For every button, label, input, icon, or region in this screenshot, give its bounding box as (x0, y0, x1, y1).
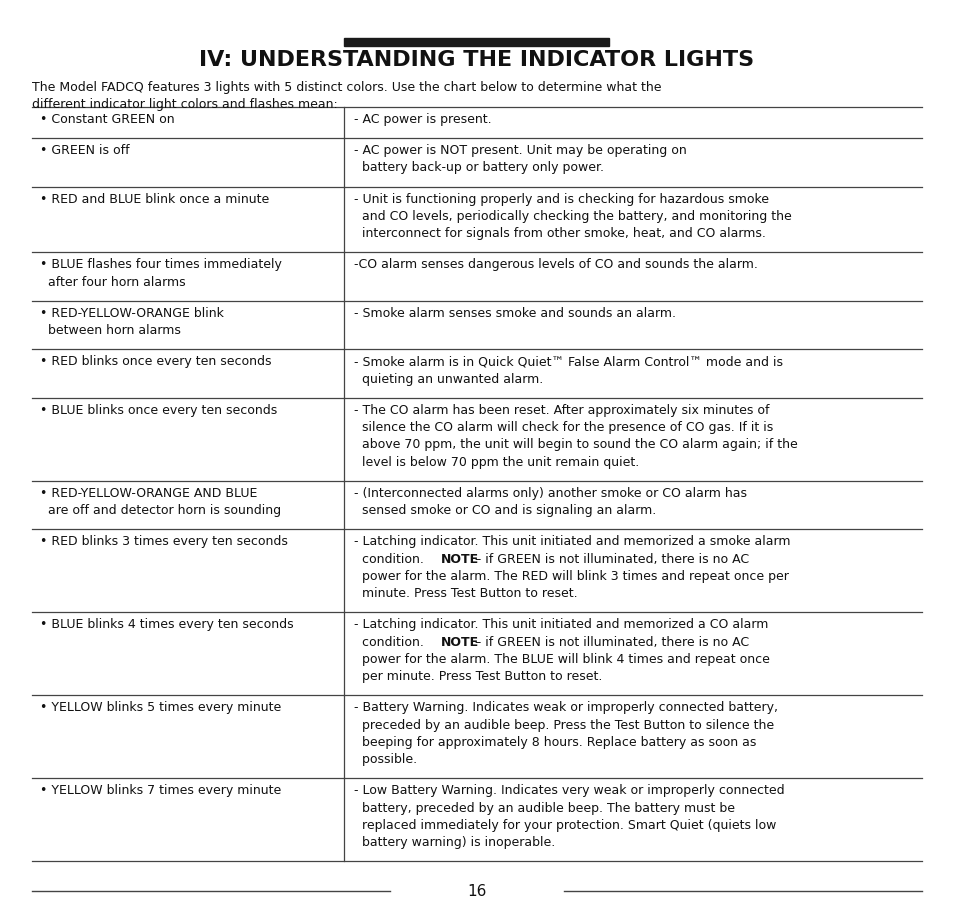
Text: • RED-YELLOW-ORANGE blink: • RED-YELLOW-ORANGE blink (40, 307, 224, 320)
Text: - Latching indicator. This unit initiated and memorized a smoke alarm: - Latching indicator. This unit initiate… (354, 536, 790, 549)
Text: are off and detector horn is sounding: are off and detector horn is sounding (40, 504, 281, 518)
Text: - Smoke alarm senses smoke and sounds an alarm.: - Smoke alarm senses smoke and sounds an… (354, 307, 676, 320)
Text: beeping for approximately 8 hours. Replace battery as soon as: beeping for approximately 8 hours. Repla… (354, 736, 756, 749)
Text: The Model FADCQ features 3 lights with 5 distinct colors. Use the chart below to: The Model FADCQ features 3 lights with 5… (32, 81, 660, 94)
Text: level is below 70 ppm the unit remain quiet.: level is below 70 ppm the unit remain qu… (354, 456, 639, 468)
Text: replaced immediately for your protection. Smart Quiet (quiets low: replaced immediately for your protection… (354, 819, 776, 832)
Text: - Battery Warning. Indicates weak or improperly connected battery,: - Battery Warning. Indicates weak or imp… (354, 701, 778, 715)
Text: per minute. Press Test Button to reset.: per minute. Press Test Button to reset. (354, 670, 601, 683)
Text: power for the alarm. The BLUE will blink 4 times and repeat once: power for the alarm. The BLUE will blink… (354, 653, 769, 666)
Text: minute. Press Test Button to reset.: minute. Press Test Button to reset. (354, 587, 577, 600)
Text: -CO alarm senses dangerous levels of CO and sounds the alarm.: -CO alarm senses dangerous levels of CO … (354, 258, 757, 271)
Text: • BLUE flashes four times immediately: • BLUE flashes four times immediately (40, 258, 281, 271)
Text: quieting an unwanted alarm.: quieting an unwanted alarm. (354, 373, 542, 385)
Text: 16: 16 (467, 884, 486, 898)
Text: • BLUE blinks once every ten seconds: • BLUE blinks once every ten seconds (40, 404, 277, 417)
Text: • YELLOW blinks 5 times every minute: • YELLOW blinks 5 times every minute (40, 701, 281, 715)
Text: NOTE: NOTE (440, 552, 478, 566)
Text: - Smoke alarm is in Quick Quiet™ False Alarm Control™ mode and is: - Smoke alarm is in Quick Quiet™ False A… (354, 355, 782, 369)
Text: different indicator light colors and flashes mean:: different indicator light colors and fla… (32, 99, 337, 111)
Text: - Unit is functioning properly and is checking for hazardous smoke: - Unit is functioning properly and is ch… (354, 193, 768, 205)
Text: condition.: condition. (354, 552, 428, 566)
Text: – if GREEN is not illuminated, there is no AC: – if GREEN is not illuminated, there is … (471, 552, 748, 566)
Text: • GREEN is off: • GREEN is off (40, 144, 130, 157)
Text: – if GREEN is not illuminated, there is no AC: – if GREEN is not illuminated, there is … (471, 635, 748, 649)
Text: - The CO alarm has been reset. After approximately six minutes of: - The CO alarm has been reset. After app… (354, 404, 769, 417)
Text: condition.: condition. (354, 635, 428, 649)
Text: power for the alarm. The RED will blink 3 times and repeat once per: power for the alarm. The RED will blink … (354, 570, 788, 583)
Text: • YELLOW blinks 7 times every minute: • YELLOW blinks 7 times every minute (40, 784, 281, 797)
Text: - AC power is present.: - AC power is present. (354, 113, 491, 126)
Text: battery back-up or battery only power.: battery back-up or battery only power. (354, 162, 603, 174)
Text: preceded by an audible beep. Press the Test Button to silence the: preceded by an audible beep. Press the T… (354, 719, 773, 731)
Text: • BLUE blinks 4 times every ten seconds: • BLUE blinks 4 times every ten seconds (40, 618, 294, 632)
Text: battery, preceded by an audible beep. The battery must be: battery, preceded by an audible beep. Th… (354, 802, 734, 814)
Text: • RED and BLUE blink once a minute: • RED and BLUE blink once a minute (40, 193, 269, 205)
Text: interconnect for signals from other smoke, heat, and CO alarms.: interconnect for signals from other smok… (354, 227, 765, 240)
Text: battery warning) is inoperable.: battery warning) is inoperable. (354, 836, 555, 849)
Bar (344, 38, 609, 46)
Text: - Low Battery Warning. Indicates very weak or improperly connected: - Low Battery Warning. Indicates very we… (354, 784, 783, 797)
Text: NOTE: NOTE (440, 635, 478, 649)
Text: and CO levels, periodically checking the battery, and monitoring the: and CO levels, periodically checking the… (354, 210, 791, 223)
Text: • Constant GREEN on: • Constant GREEN on (40, 113, 174, 126)
Text: possible.: possible. (354, 753, 416, 766)
Text: after four horn alarms: after four horn alarms (40, 276, 186, 289)
Text: - AC power is NOT present. Unit may be operating on: - AC power is NOT present. Unit may be o… (354, 144, 686, 157)
Text: sensed smoke or CO and is signaling an alarm.: sensed smoke or CO and is signaling an a… (354, 504, 656, 518)
Text: - Latching indicator. This unit initiated and memorized a CO alarm: - Latching indicator. This unit initiate… (354, 618, 767, 632)
Text: silence the CO alarm will check for the presence of CO gas. If it is: silence the CO alarm will check for the … (354, 421, 773, 435)
Text: • RED blinks 3 times every ten seconds: • RED blinks 3 times every ten seconds (40, 536, 288, 549)
Text: between horn alarms: between horn alarms (40, 324, 181, 337)
Text: IV: UNDERSTANDING THE INDICATOR LIGHTS: IV: UNDERSTANDING THE INDICATOR LIGHTS (199, 50, 754, 70)
Text: - (Interconnected alarms only) another smoke or CO alarm has: - (Interconnected alarms only) another s… (354, 487, 746, 500)
Text: • RED blinks once every ten seconds: • RED blinks once every ten seconds (40, 355, 272, 369)
Text: above 70 ppm, the unit will begin to sound the CO alarm again; if the: above 70 ppm, the unit will begin to sou… (354, 438, 797, 452)
Text: • RED-YELLOW-ORANGE AND BLUE: • RED-YELLOW-ORANGE AND BLUE (40, 487, 257, 500)
